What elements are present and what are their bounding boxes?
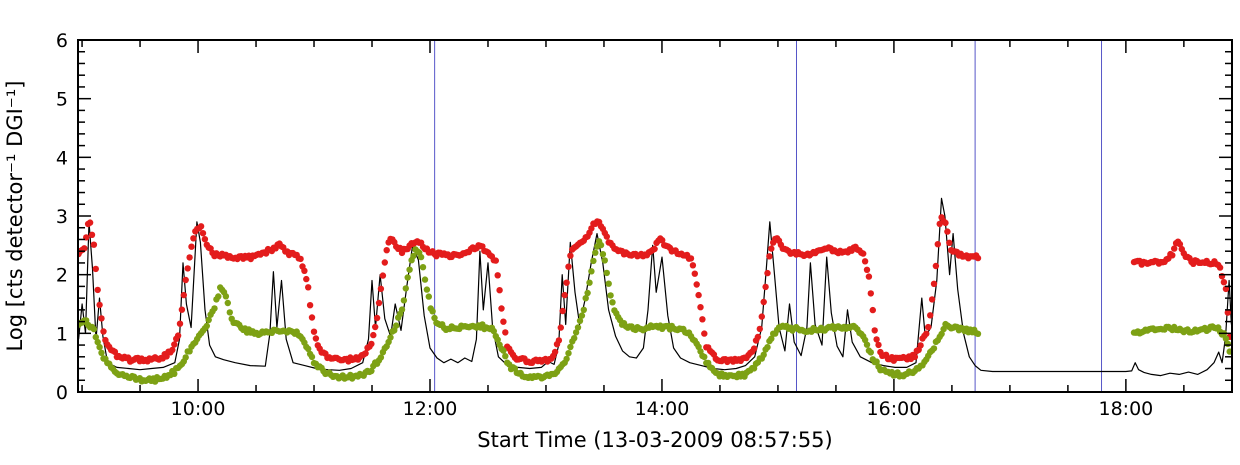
upper-dot-band <box>78 214 1232 366</box>
plot-layers: 10:00 12:00 14:00 16:00 18:00 0 1 2 3 4 5 6 <box>56 30 1233 420</box>
axes <box>77 39 1233 393</box>
y-axis-title: Log [cts detector⁻¹ DGI⁻¹] <box>3 81 27 352</box>
y-tick-label: 4 <box>56 147 68 169</box>
x-tick-label: 14:00 <box>635 398 690 420</box>
data-layer <box>78 40 1232 392</box>
x-tick-label: 12:00 <box>403 398 458 420</box>
x-tick-label: 16:00 <box>867 398 922 420</box>
y-tick-label: 3 <box>56 206 68 228</box>
y-tick-label: 2 <box>56 265 68 287</box>
plot-frame <box>77 39 1233 393</box>
x-tick-label: 10:00 <box>171 398 226 420</box>
count-rate-line <box>78 197 1232 377</box>
y-tick-label: 0 <box>56 382 68 404</box>
event-flag-lines <box>434 40 1103 392</box>
y-tick-label: 6 <box>56 30 68 52</box>
y-tick-label: 1 <box>56 323 68 345</box>
x-axis-title: Start Time (13-03-2009 08:57:55) <box>477 428 832 452</box>
lower-dot-band <box>78 238 1232 385</box>
y-tick-label: 5 <box>56 89 68 111</box>
x-tick-label: 18:00 <box>1098 398 1153 420</box>
